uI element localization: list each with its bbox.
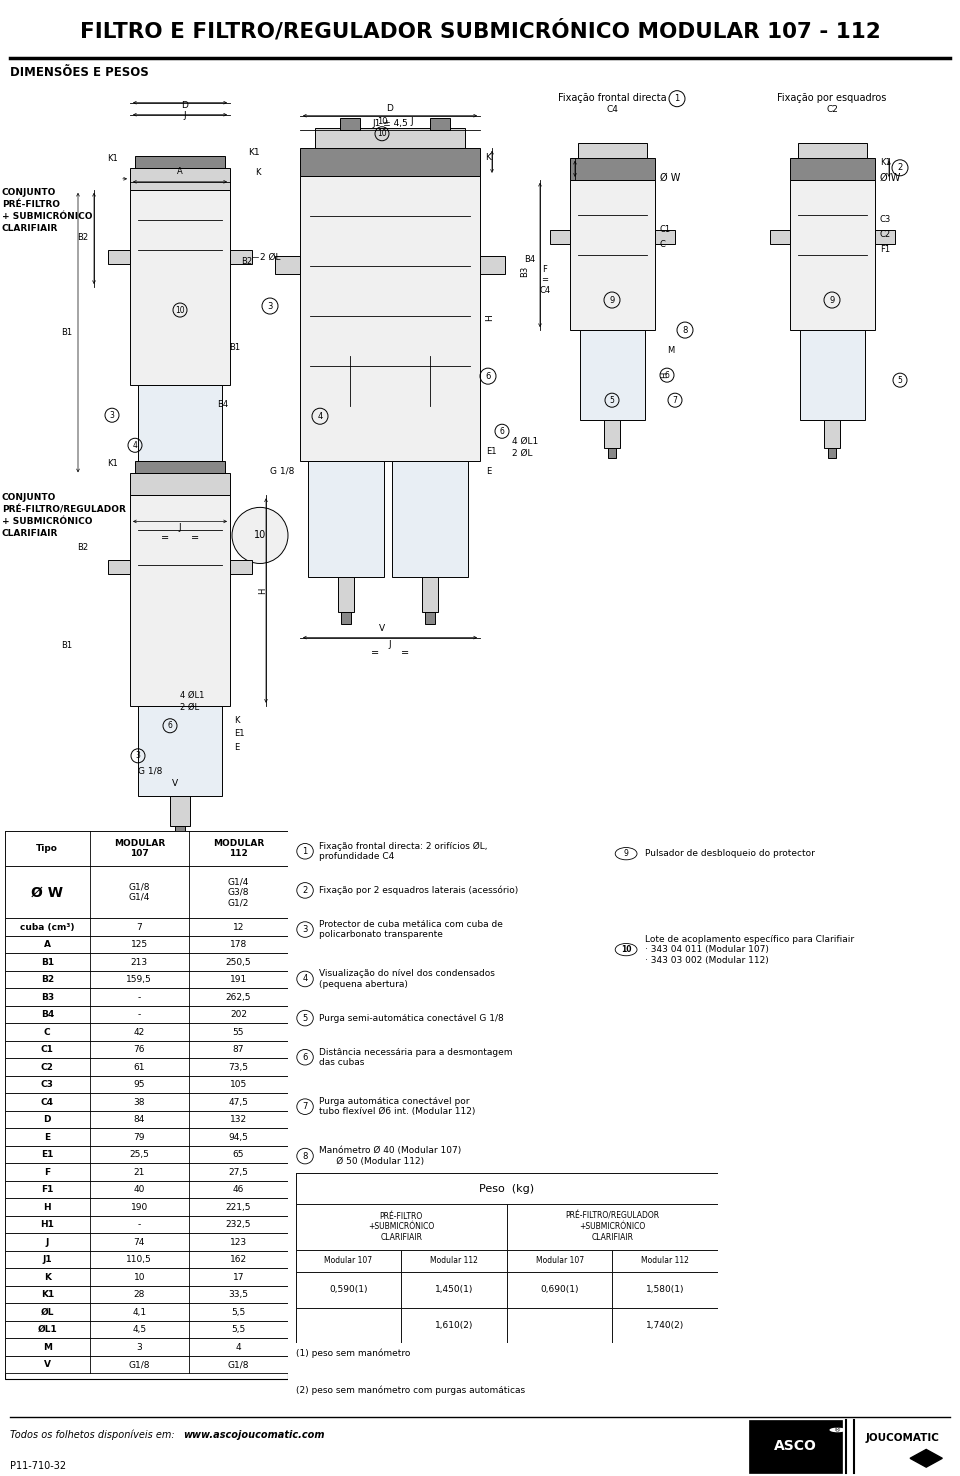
Bar — [430, 118, 450, 130]
Text: K: K — [234, 716, 239, 725]
Bar — [5, 1094, 288, 1111]
Text: www.ascojoucomatic.com: www.ascojoucomatic.com — [183, 1430, 325, 1439]
Text: E1: E1 — [486, 447, 496, 456]
Text: P11-710-32: P11-710-32 — [10, 1461, 65, 1472]
Text: 1,580(1): 1,580(1) — [646, 1286, 684, 1294]
Text: K: K — [44, 1272, 51, 1281]
Text: ØL1: ØL1 — [37, 1325, 58, 1334]
Text: 162: 162 — [229, 1255, 247, 1263]
Bar — [5, 953, 288, 971]
Text: V: V — [379, 623, 385, 633]
Text: 3: 3 — [302, 925, 308, 934]
Text: G1/8: G1/8 — [228, 1361, 250, 1370]
Text: FILTRO E FILTRO/REGULADOR SUBMICRÓNICO MODULAR 107 - 112: FILTRO E FILTRO/REGULADOR SUBMICRÓNICO M… — [80, 21, 880, 41]
Text: 10: 10 — [133, 1272, 145, 1281]
Text: MODULAR
112: MODULAR 112 — [213, 838, 264, 858]
Text: Protector de cuba metálica com cuba de
policarbonato transparente: Protector de cuba metálica com cuba de p… — [319, 920, 503, 939]
Bar — [5, 1303, 288, 1321]
Bar — [5, 989, 288, 1007]
Text: 4,5: 4,5 — [132, 1325, 146, 1334]
Bar — [800, 331, 865, 421]
Bar — [5, 936, 288, 953]
Text: 178: 178 — [229, 940, 247, 949]
Bar — [135, 462, 225, 474]
Bar — [5, 971, 288, 989]
Bar — [875, 230, 895, 244]
Text: H: H — [43, 1203, 51, 1212]
Text: K: K — [485, 154, 491, 162]
Text: 1,740(2): 1,740(2) — [646, 1321, 684, 1330]
Text: 61: 61 — [133, 1063, 145, 1072]
Text: + SUBMICRÓNICO: + SUBMICRÓNICO — [2, 518, 92, 527]
Text: 8: 8 — [683, 326, 687, 335]
Text: 1,610(2): 1,610(2) — [435, 1321, 473, 1330]
Bar — [138, 385, 222, 475]
Bar — [5, 1339, 288, 1356]
Text: 213: 213 — [131, 958, 148, 967]
Bar — [5, 1268, 288, 1286]
Bar — [130, 474, 230, 496]
Text: 42: 42 — [133, 1027, 145, 1036]
Bar — [175, 505, 185, 515]
Bar — [392, 462, 468, 577]
Text: 3: 3 — [136, 1343, 142, 1352]
Text: 33,5: 33,5 — [228, 1290, 249, 1299]
Text: V: V — [44, 1361, 51, 1370]
Text: C1: C1 — [41, 1045, 54, 1054]
Text: (2) peso sem manómetro com purgas automáticas: (2) peso sem manómetro com purgas automá… — [296, 1384, 525, 1395]
Text: 95: 95 — [133, 1080, 145, 1089]
Text: 0,690(1): 0,690(1) — [540, 1286, 579, 1294]
Text: K1: K1 — [40, 1290, 54, 1299]
Text: B1: B1 — [60, 641, 72, 649]
Text: Visualização do nível dos condensados
(pequena abertura): Visualização do nível dos condensados (p… — [319, 970, 494, 989]
Text: 3: 3 — [109, 410, 114, 419]
Text: Fixação por 2 esquadros laterais (acessório): Fixação por 2 esquadros laterais (acessó… — [319, 886, 518, 894]
Text: 9: 9 — [610, 295, 614, 304]
Bar — [5, 1129, 288, 1145]
Text: C4: C4 — [606, 105, 618, 114]
Text: H1: H1 — [40, 1221, 54, 1230]
Text: Fixação frontal directa: Fixação frontal directa — [558, 93, 666, 103]
Text: 190: 190 — [131, 1203, 148, 1212]
Text: 12: 12 — [232, 922, 244, 931]
Bar — [790, 158, 875, 180]
Text: G1/8
G1/4: G1/8 G1/4 — [129, 883, 150, 902]
Text: C: C — [660, 241, 666, 249]
Text: K1: K1 — [108, 154, 118, 162]
Text: 6: 6 — [664, 370, 669, 379]
Text: Pulsador de desbloqueio do protector: Pulsador de desbloqueio do protector — [645, 849, 815, 858]
Bar — [5, 918, 288, 936]
Bar — [612, 1250, 718, 1272]
Text: CONJUNTO: CONJUNTO — [2, 493, 57, 502]
Text: 202: 202 — [230, 1010, 247, 1020]
Text: 110,5: 110,5 — [127, 1255, 153, 1263]
Bar — [507, 1204, 718, 1250]
Text: E: E — [234, 744, 239, 753]
Text: 232,5: 232,5 — [226, 1221, 252, 1230]
Text: Purga automática conectável por
tubo flexível Ø6 int. (Modular 112): Purga automática conectável por tubo fle… — [319, 1097, 475, 1116]
Text: 47,5: 47,5 — [228, 1098, 249, 1107]
Text: E1: E1 — [41, 1150, 54, 1159]
Text: 4: 4 — [235, 1343, 241, 1352]
Text: 2 ØL: 2 ØL — [180, 703, 199, 713]
Text: H: H — [660, 372, 669, 378]
Text: 2 ØL: 2 ØL — [260, 252, 280, 261]
Text: 0,590(1): 0,590(1) — [329, 1286, 368, 1294]
Text: 125: 125 — [131, 940, 148, 949]
Text: Modular 112: Modular 112 — [641, 1256, 689, 1265]
Text: 5,5: 5,5 — [231, 1308, 246, 1317]
Text: B2: B2 — [77, 233, 88, 242]
Text: 5: 5 — [610, 396, 614, 404]
Text: 6: 6 — [302, 1052, 308, 1061]
Text: JOUCOMATIC: JOUCOMATIC — [865, 1433, 939, 1442]
Bar — [5, 1076, 288, 1094]
Text: J: J — [179, 524, 181, 533]
Bar — [300, 176, 480, 462]
Text: 262,5: 262,5 — [226, 993, 252, 1002]
Bar — [580, 331, 645, 421]
Bar — [570, 158, 655, 180]
Bar — [5, 866, 288, 918]
Text: DIMENSÕES E PESOS: DIMENSÕES E PESOS — [10, 66, 149, 80]
Text: 250,5: 250,5 — [226, 958, 252, 967]
Text: Manómetro Ø 40 (Modular 107)
      Ø 50 (Modular 112): Manómetro Ø 40 (Modular 107) Ø 50 (Modul… — [319, 1147, 461, 1166]
